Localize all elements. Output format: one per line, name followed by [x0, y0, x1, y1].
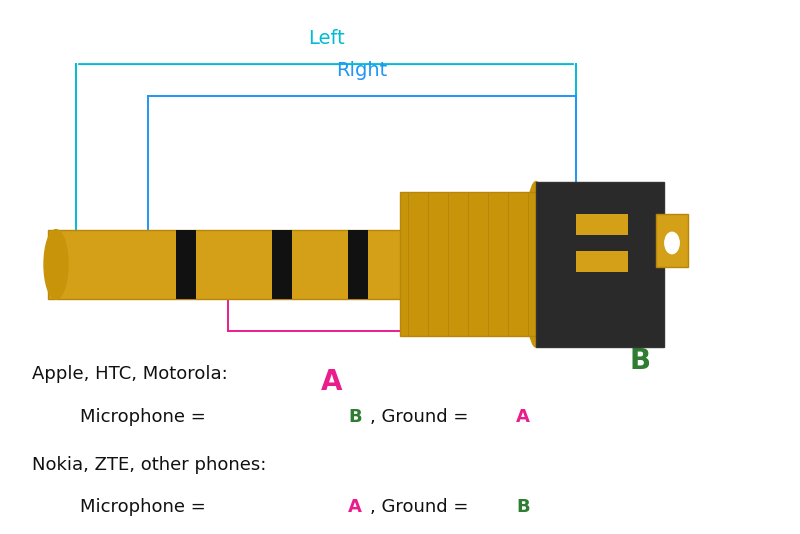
Bar: [400, 192, 544, 336]
Text: ©Sun-Pec: ©Sun-Pec: [254, 252, 546, 304]
Ellipse shape: [665, 232, 679, 254]
Ellipse shape: [44, 230, 68, 299]
Text: A: A: [348, 498, 362, 516]
Text: , Ground =: , Ground =: [370, 498, 474, 516]
Bar: [536, 182, 664, 347]
Text: Apple, HTC, Motorola:: Apple, HTC, Motorola:: [32, 365, 228, 383]
Text: Left: Left: [308, 29, 344, 48]
Text: B: B: [348, 407, 362, 426]
Text: Microphone =: Microphone =: [80, 498, 211, 516]
Bar: [576, 251, 628, 272]
Text: Nokia, ZTE, other phones:: Nokia, ZTE, other phones:: [32, 456, 266, 474]
Text: Right: Right: [336, 61, 388, 80]
Text: , Ground =: , Ground =: [370, 407, 474, 426]
Bar: [48, 230, 408, 299]
Text: A: A: [516, 407, 530, 426]
Text: A: A: [322, 368, 342, 396]
Bar: [272, 230, 292, 299]
Bar: [176, 230, 196, 299]
Bar: [576, 214, 628, 235]
Text: B: B: [516, 498, 530, 516]
Bar: [656, 214, 688, 267]
Ellipse shape: [524, 182, 548, 347]
Text: Microphone =: Microphone =: [80, 407, 211, 426]
Text: B: B: [630, 347, 650, 375]
Bar: [348, 230, 368, 299]
